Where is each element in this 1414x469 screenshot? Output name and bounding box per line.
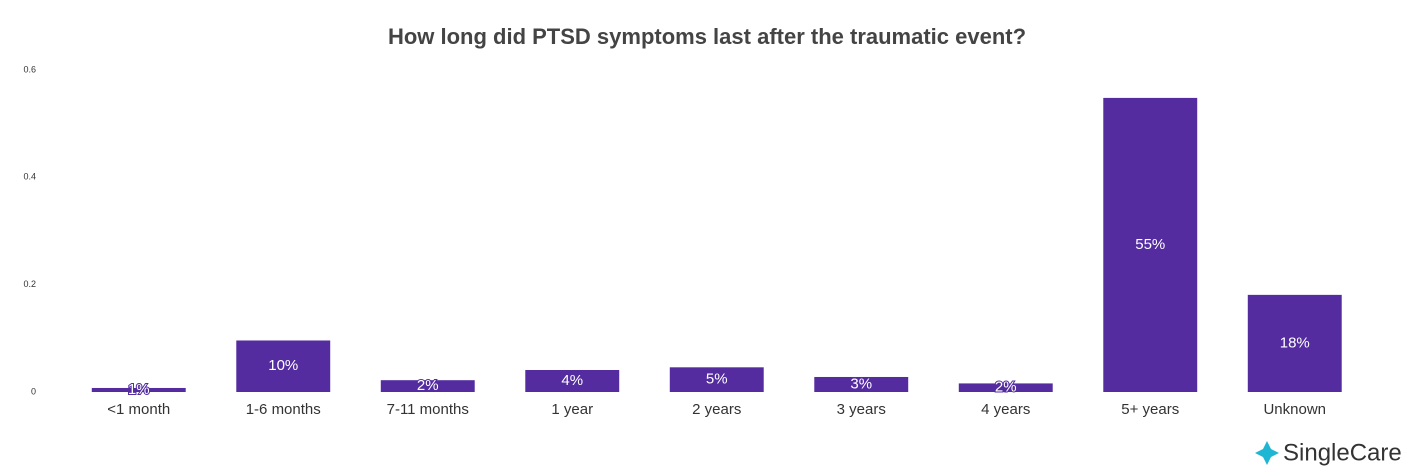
x-tick-label: 1-6 months (246, 401, 321, 418)
bar (91, 387, 186, 392)
bar (958, 383, 1053, 392)
value-label: 3% (850, 375, 872, 392)
value-label: 18% (1280, 334, 1310, 351)
bar (814, 376, 909, 392)
x-tick-label: 3 years (837, 401, 886, 418)
bar (236, 340, 331, 392)
logo-mark (1255, 441, 1279, 465)
value-label: 55% (1135, 236, 1165, 253)
value-label: 4% (561, 372, 583, 389)
y-tick-label: 0.2 (23, 279, 36, 289)
value-label: 2% (417, 377, 439, 394)
chart-title: How long did PTSD symptoms last after th… (388, 24, 1026, 49)
brand: SingleCare (1283, 439, 1402, 466)
value-label: 1% (128, 381, 150, 398)
y-tick-label: 0.4 (23, 172, 36, 182)
logo-icon (1255, 441, 1279, 465)
value-label: 5% (706, 371, 728, 388)
bar (669, 367, 764, 392)
bar (525, 369, 620, 392)
x-tick-label: 5+ years (1121, 401, 1179, 418)
bar (1103, 97, 1198, 392)
value-label: 10% (268, 357, 298, 374)
bar (1247, 294, 1342, 392)
x-tick-label: 4 years (981, 401, 1030, 418)
x-tick-label: 1 year (551, 401, 593, 418)
x-tick-label: 2 years (692, 401, 741, 418)
x-tick-label: 7-11 months (387, 401, 469, 418)
y-tick-label: 0.6 (23, 64, 36, 74)
x-tick-label: <1 month (107, 401, 170, 418)
bar (380, 380, 475, 392)
x-tick-label: Unknown (1263, 401, 1326, 418)
value-label: 2% (995, 379, 1017, 396)
y-tick-label: 0 (31, 386, 36, 396)
